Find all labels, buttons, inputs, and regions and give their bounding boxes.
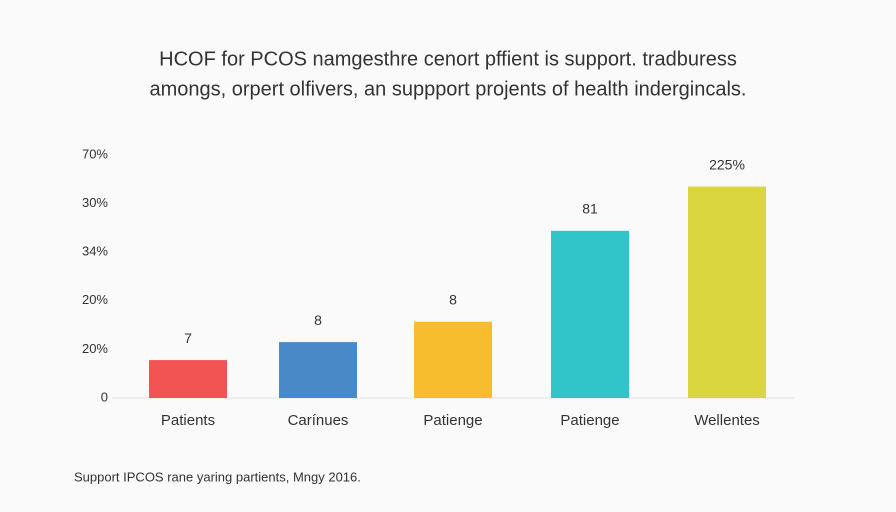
x-tick-label: Wellentes [694,412,760,429]
x-tick-label: Patienge [423,412,482,429]
chart-title: amongs, orpert olfivers, an suppport pro… [149,78,746,100]
bar [149,360,227,398]
chart-title: HCOF for PCOS namgesthre cenort pffient … [159,48,737,70]
bar [551,230,629,398]
value-label: 7 [184,330,192,346]
footnote: Support IPCOS rane yaring partients, Mng… [74,469,361,484]
value-label: 81 [582,201,598,217]
x-tick-label: Carínues [288,412,349,429]
y-tick-label: 20% [82,292,108,307]
x-tick-label: Patients [161,412,215,429]
value-label: 8 [314,312,322,328]
bar [688,186,766,398]
y-tick-label: 34% [82,244,108,259]
y-tick-label: 20% [82,341,108,356]
bar [279,342,357,398]
y-tick-label: 30% [82,195,108,210]
bar [414,321,492,398]
value-label: 8 [449,291,457,307]
y-tick-label: 0 [101,389,108,404]
x-tick-label: Patienge [560,412,619,429]
y-tick-label: 70% [82,146,108,161]
value-label: 225% [709,156,745,172]
